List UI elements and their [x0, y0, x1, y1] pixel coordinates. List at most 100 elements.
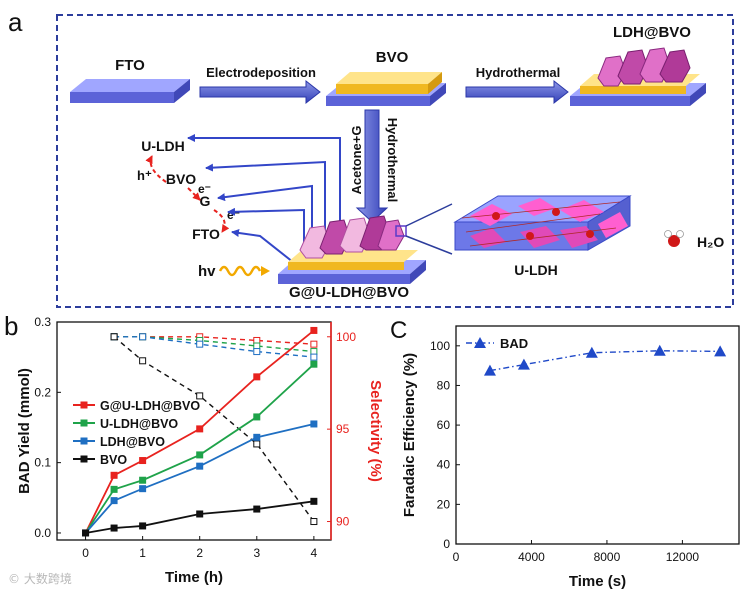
- hydrothermal-vertical-label: Hydrothermal: [385, 118, 400, 203]
- yield-point: [253, 433, 261, 441]
- yield-selectivity-chart: 0.0 0.1 0.2 0.3 90 95 100 0 1 2 3 4 Time (h) BAD Yiel…: [16, 315, 384, 586]
- x-tick-label: 4000: [518, 550, 545, 564]
- yield-line: [84, 423, 315, 534]
- legend-marker: [80, 401, 88, 409]
- watermark: © 大数跨境: [8, 572, 72, 586]
- yield-point: [110, 471, 118, 479]
- legend-marker: [80, 455, 88, 463]
- ldh-platelets: [597, 47, 691, 87]
- yield-point: [139, 476, 147, 484]
- yield-line: [85, 500, 314, 534]
- selectivity-point: [253, 440, 261, 448]
- yield-point: [196, 462, 204, 470]
- legend-label: BAD: [500, 336, 528, 351]
- fe-point: [653, 344, 666, 356]
- zoom-line-bottom: [405, 235, 453, 255]
- panel-b-label: b: [4, 311, 18, 341]
- yield-point: [310, 497, 318, 505]
- yield-point: [253, 413, 261, 421]
- product-label: G@U-LDH@BVO: [289, 284, 409, 301]
- fe-line: [489, 350, 721, 372]
- yield-point: [110, 485, 118, 493]
- x-tick-label: 1: [139, 546, 146, 560]
- y-tick-label: 40: [437, 458, 451, 472]
- panel-a-label: a: [8, 7, 23, 37]
- yield-point: [110, 497, 118, 505]
- selectivity-point: [310, 518, 318, 526]
- electrodeposition-label: Electrodeposition: [206, 65, 316, 80]
- y-tick-label: 20: [437, 497, 451, 511]
- y-tick-label: 0: [443, 537, 450, 551]
- yield-point: [196, 510, 204, 518]
- selectivity-point: [139, 357, 147, 365]
- yield-point: [310, 360, 318, 368]
- x-tick-label: 12000: [666, 550, 700, 564]
- legend-label: G@U-LDH@BVO: [100, 399, 200, 413]
- x-axis-title: Time (s): [569, 573, 626, 590]
- selectivity-point: [196, 392, 204, 400]
- bvo-title: BVO: [376, 49, 409, 66]
- u-ldh-crystal-structure: [453, 195, 632, 251]
- light-arrow-icon: [261, 266, 270, 276]
- water-molecule-icon: [664, 230, 684, 247]
- y-tick-label: 0.0: [34, 526, 51, 540]
- y-tick-label: 0.3: [34, 315, 51, 329]
- legend-marker: [474, 337, 486, 348]
- y-tick-label: 60: [437, 418, 451, 432]
- fe-point: [585, 346, 598, 358]
- yield-point: [139, 485, 147, 493]
- y2-axis-title: Selectivity (%): [367, 380, 384, 482]
- y-axis-title: BAD Yield (mmol): [16, 368, 33, 494]
- yield-line: [84, 363, 315, 534]
- yield-point: [253, 505, 261, 513]
- y-tick-label: 100: [430, 339, 450, 353]
- selectivity-point: [110, 333, 118, 341]
- hv-label: hv: [198, 263, 216, 280]
- g-u-ldh-bvo-device: [278, 215, 426, 284]
- yield-point: [139, 522, 147, 530]
- plot-frame: [455, 325, 740, 545]
- hydrothermal-label: Hydrothermal: [476, 65, 561, 80]
- selectivity-point: [253, 348, 261, 356]
- y-tick-label: 80: [437, 378, 451, 392]
- bvo-level-label: BVO: [166, 171, 196, 187]
- bvo-substrate: [326, 72, 446, 106]
- x-tick-label: 0: [453, 550, 460, 564]
- charge-transfer-arrows: [145, 155, 230, 233]
- selectivity-line: [114, 336, 314, 358]
- fto-title: FTO: [115, 57, 145, 74]
- yield-point: [310, 420, 318, 428]
- x-tick-label: 2: [196, 546, 203, 560]
- selectivity-point: [139, 333, 147, 341]
- legend-label: LDH@BVO: [100, 435, 165, 449]
- y-tick-label: 0.2: [34, 385, 51, 399]
- acetone-g-label: Acetone+G: [349, 126, 364, 195]
- ldh-bvo-title: LDH@BVO: [613, 24, 691, 41]
- g-level-label: G: [200, 193, 211, 209]
- y-tick-label: 0.1: [34, 456, 51, 470]
- y2-tick-label: 100: [336, 330, 356, 344]
- fe-point: [517, 358, 530, 370]
- selectivity-point: [196, 340, 204, 348]
- fe-point: [483, 364, 496, 376]
- fe-point: [714, 345, 727, 357]
- fto-level-label: FTO: [192, 226, 220, 242]
- yield-point: [82, 529, 90, 537]
- u-ldh-crystal-label: U-LDH: [514, 262, 558, 278]
- x-tick-label: 8000: [594, 550, 621, 564]
- selectivity-line: [113, 336, 315, 522]
- x-tick-label: 4: [311, 546, 318, 560]
- yield-point: [310, 326, 318, 334]
- x-tick-label: 0: [82, 546, 89, 560]
- y-axis-title: Faradaic Efficiency (%): [401, 353, 418, 517]
- x-axis-title: Time (h): [165, 569, 223, 586]
- schematic-frame: [56, 14, 734, 308]
- fto-substrate: [70, 79, 190, 103]
- panel-c-label: C: [390, 317, 407, 344]
- electron-label-2: e⁻: [227, 208, 240, 222]
- legend-label: BVO: [100, 453, 127, 467]
- x-tick-label: 3: [253, 546, 260, 560]
- yield-point: [253, 373, 261, 381]
- electron-label-1: e⁻: [198, 182, 211, 196]
